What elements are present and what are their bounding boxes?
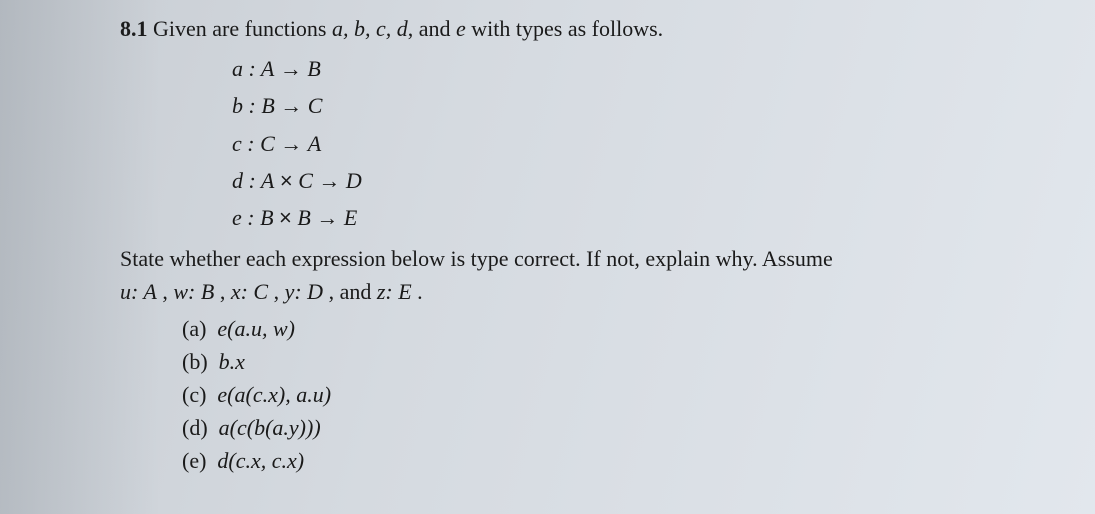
and: , and (323, 279, 377, 304)
var-w: w: B (173, 279, 214, 304)
problem-number: 8.1 (120, 16, 148, 41)
part-d-label: (d) (182, 415, 208, 440)
part-a-expr: e(a.u, w) (217, 316, 295, 341)
type-d-mid: C (298, 168, 313, 193)
intro-funcs2: e (456, 16, 466, 41)
arrow-icon: → (280, 131, 302, 156)
part-a-label: (a) (182, 316, 206, 341)
var-z: z: E (377, 279, 412, 304)
type-e: e : B × B → E (232, 200, 1035, 236)
part-d-expr: a(c(b(a.y))) (219, 415, 321, 440)
part-e: (e) d(c.x, c.x) (182, 444, 1035, 477)
part-b-expr: b.x (219, 349, 245, 374)
part-b-label: (b) (182, 349, 208, 374)
type-d-rhs: D (346, 168, 362, 193)
part-b: (b) b.x (182, 345, 1035, 378)
part-c: (c) e(a(c.x), a.u) (182, 378, 1035, 411)
instruction-text: State whether each expression below is t… (120, 242, 1035, 308)
arrow-icon: → (316, 205, 338, 230)
intro-mid: , and (408, 16, 456, 41)
part-c-label: (c) (182, 382, 206, 407)
type-a-lhs: a : A (232, 56, 274, 81)
instruction-line1: State whether each expression below is t… (120, 242, 1035, 275)
arrow-icon: → (280, 93, 302, 118)
part-e-label: (e) (182, 448, 206, 473)
part-c-expr: e(a(c.x), a.u) (217, 382, 331, 407)
type-c-lhs: c : C (232, 131, 275, 156)
type-e-rhs: E (344, 205, 357, 230)
type-b-rhs: C (308, 93, 323, 118)
sep: , (157, 279, 174, 304)
type-c: c : C → A (232, 126, 1035, 162)
type-d: d : A × C → D (232, 163, 1035, 199)
type-a: a : A → B (232, 51, 1035, 87)
type-signatures: a : A → B b : B → C c : C → A d : A × C … (120, 51, 1035, 236)
type-b-lhs: b : B (232, 93, 275, 118)
intro-funcs: a, b, c, d (332, 16, 408, 41)
part-e-expr: d(c.x, c.x) (217, 448, 304, 473)
times-icon: × (280, 168, 293, 193)
var-y: y: D (285, 279, 323, 304)
period: . (412, 279, 423, 304)
intro-pre: Given are functions (153, 16, 332, 41)
sep: , (268, 279, 285, 304)
type-a-rhs: B (307, 56, 320, 81)
type-c-rhs: A (308, 131, 321, 156)
times-icon: × (279, 205, 292, 230)
sub-parts: (a) e(a.u, w) (b) b.x (c) e(a(c.x), a.u)… (120, 312, 1035, 477)
page-content: 8.1 Given are functions a, b, c, d, and … (0, 12, 1095, 477)
arrow-icon: → (318, 168, 340, 193)
arrow-icon: → (280, 56, 302, 81)
intro-post: with types as follows. (466, 16, 663, 41)
problem-statement: 8.1 Given are functions a, b, c, d, and … (120, 12, 1035, 45)
type-e-mid: B (297, 205, 310, 230)
part-d: (d) a(c(b(a.y))) (182, 411, 1035, 444)
var-x: x: C (231, 279, 268, 304)
var-u: u: A (120, 279, 157, 304)
instruction-vars: u: A , w: B , x: C , y: D , and z: E . (120, 275, 1035, 308)
type-d-lhs: d : A (232, 168, 274, 193)
part-a: (a) e(a.u, w) (182, 312, 1035, 345)
sep: , (214, 279, 231, 304)
type-e-lhs: e : B (232, 205, 274, 230)
type-b: b : B → C (232, 88, 1035, 124)
